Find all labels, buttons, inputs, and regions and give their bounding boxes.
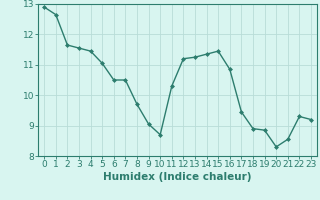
X-axis label: Humidex (Indice chaleur): Humidex (Indice chaleur) bbox=[103, 172, 252, 182]
